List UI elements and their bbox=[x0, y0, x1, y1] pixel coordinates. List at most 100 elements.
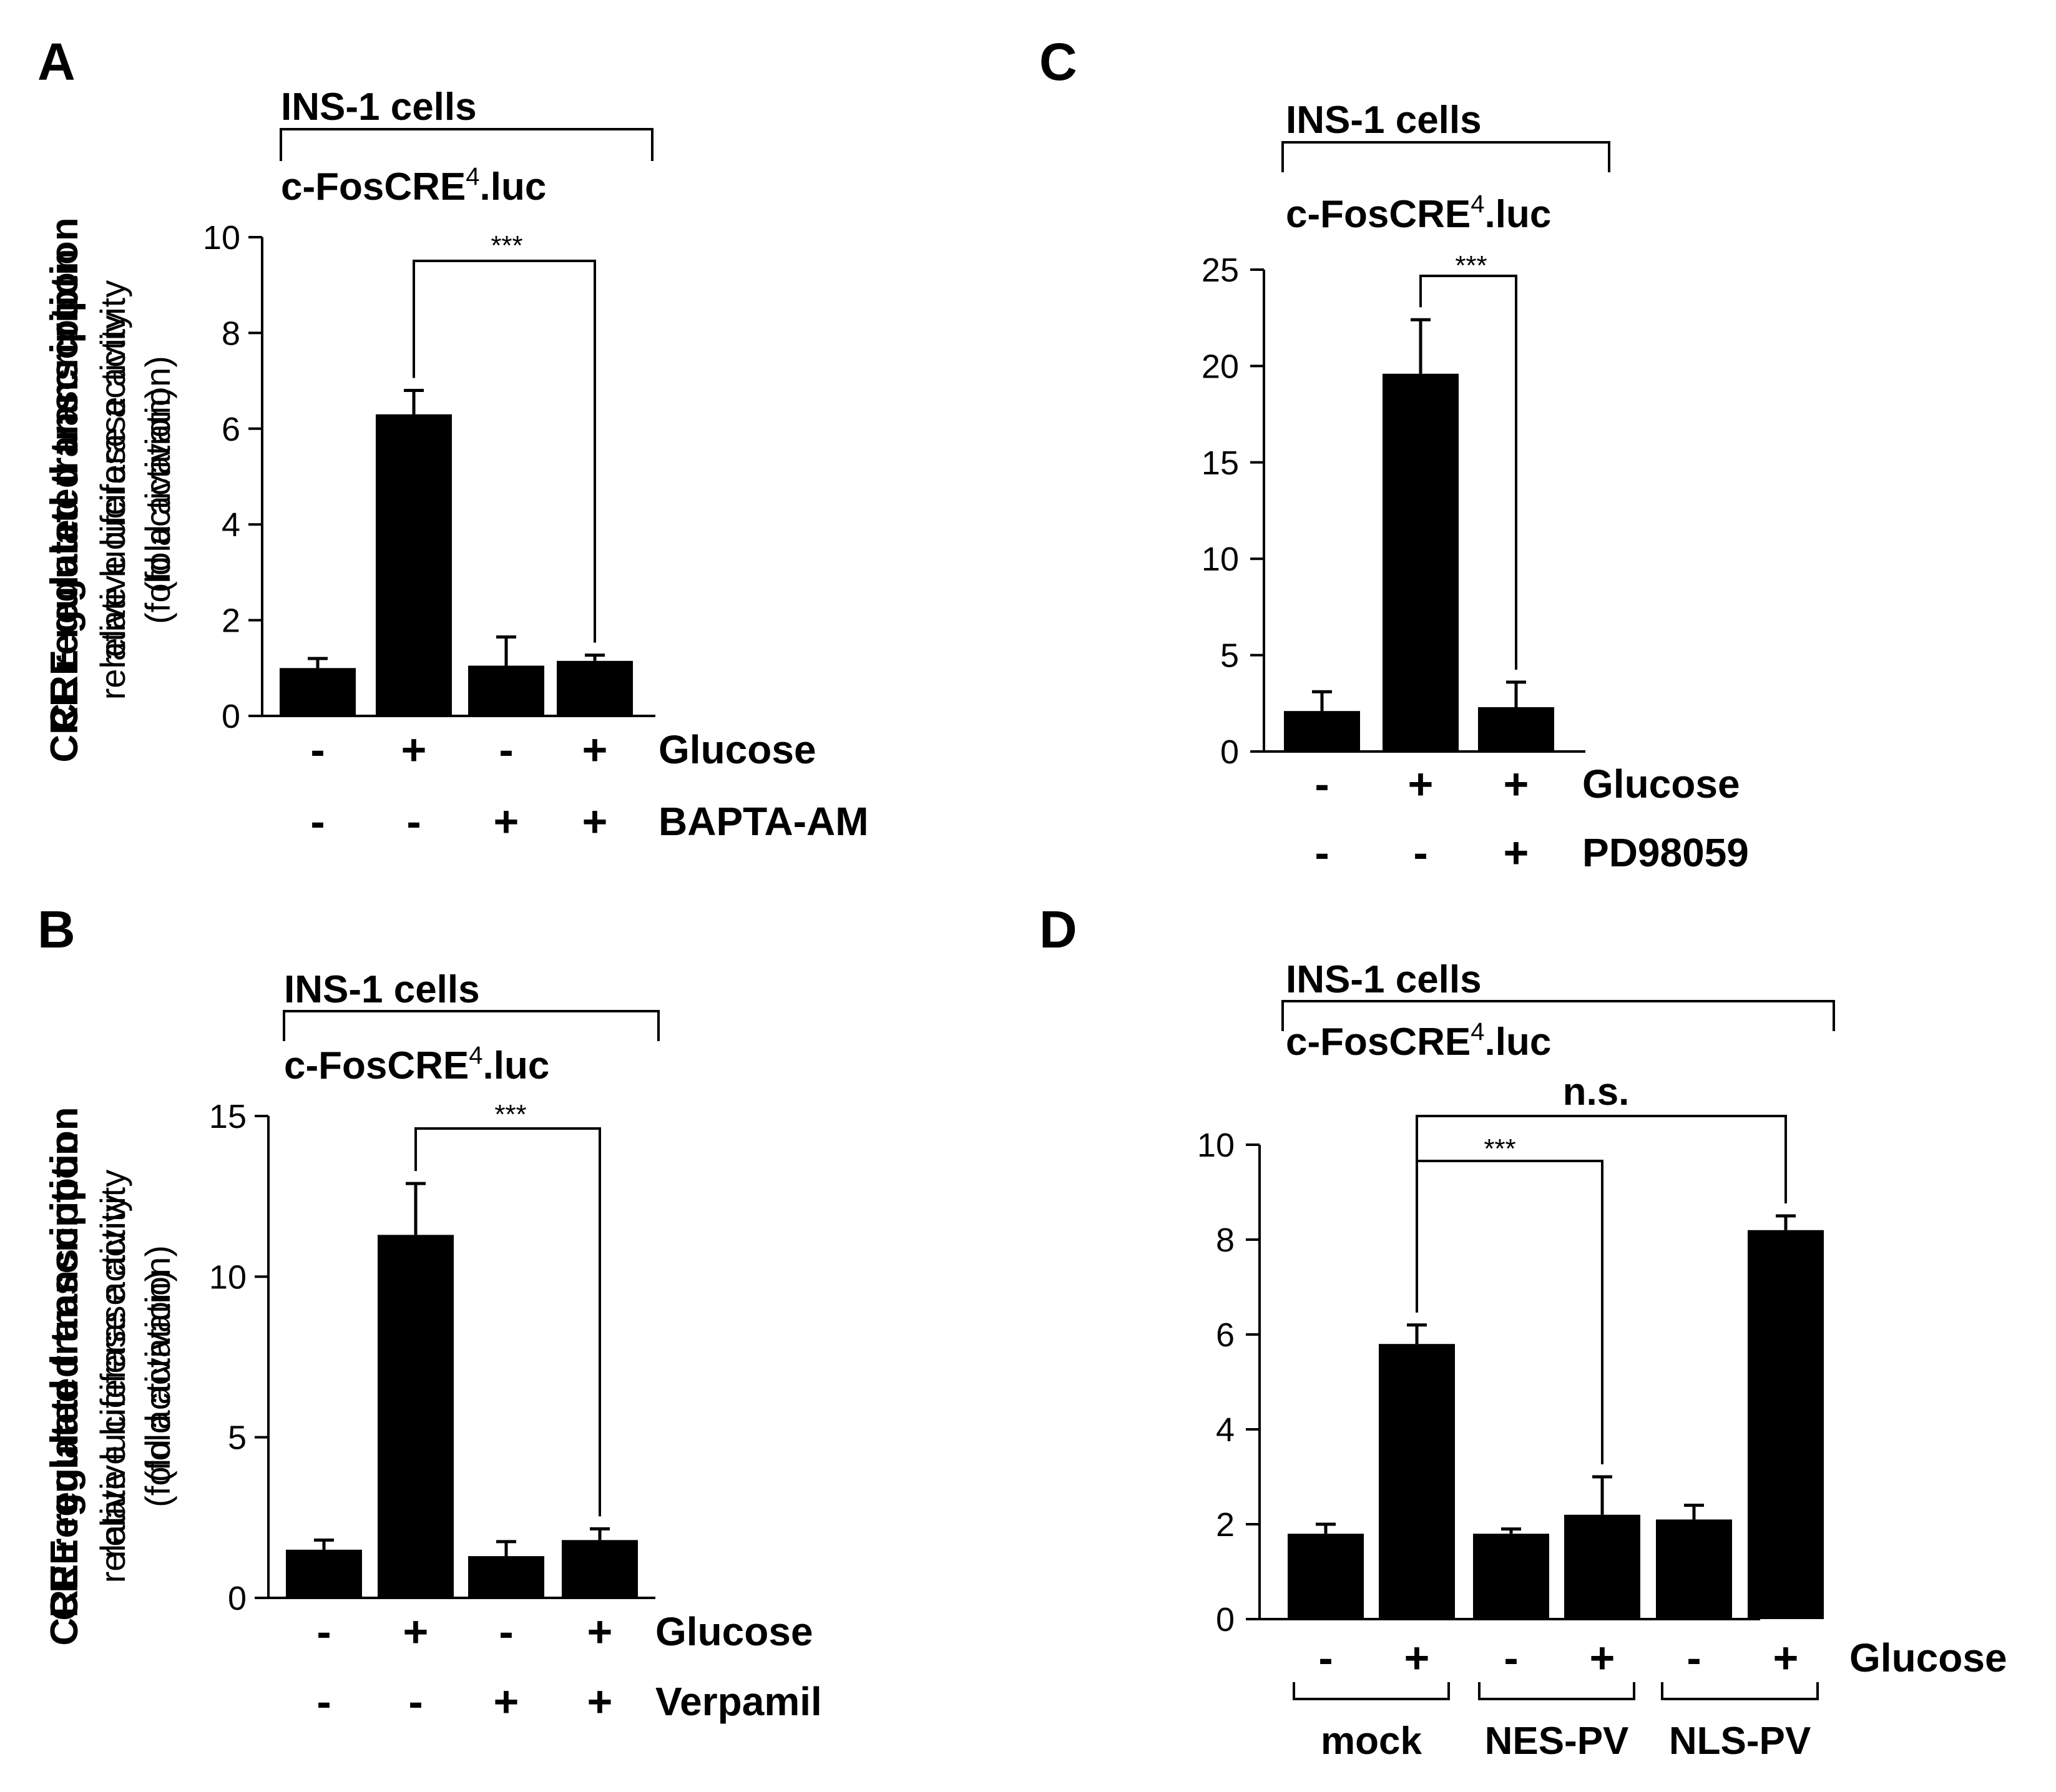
bar bbox=[1656, 1519, 1732, 1619]
bar bbox=[1383, 373, 1459, 752]
reporter-suffix: .luc bbox=[1485, 1021, 1552, 1064]
condition-label: Glucose bbox=[655, 1609, 813, 1654]
condition-label: PD98059 bbox=[1582, 830, 1749, 875]
bar bbox=[378, 1235, 454, 1598]
panel-letter: B bbox=[37, 900, 76, 959]
bar bbox=[280, 668, 356, 716]
plus-sign: + bbox=[1504, 760, 1529, 808]
panel-b: B INS-1 cells c-FosCRE4.luc 0 5 10 15 CRE regul… bbox=[37, 900, 822, 1726]
plus-sign: + bbox=[403, 1607, 429, 1656]
reporter-name: c-FosCRE bbox=[284, 1044, 469, 1087]
y-axis-subtitle: relative luciferase activity bbox=[93, 1170, 132, 1558]
condition-label: Verpamil bbox=[655, 1679, 822, 1724]
significance-label: *** bbox=[491, 230, 522, 261]
significance-bracket bbox=[1419, 275, 1517, 670]
plus-sign: + bbox=[494, 797, 519, 846]
plus-sign: + bbox=[494, 1677, 519, 1726]
reporter-suffix: .luc bbox=[480, 165, 547, 208]
bar bbox=[468, 665, 544, 716]
bar bbox=[286, 1549, 362, 1598]
minus-sign: - bbox=[1686, 1633, 1701, 1682]
y-axis-units: (fold activation) bbox=[138, 387, 177, 624]
bar bbox=[1288, 1534, 1364, 1619]
y-tick-label: 4 bbox=[222, 506, 240, 544]
minus-sign: - bbox=[310, 725, 325, 774]
bar bbox=[1473, 1534, 1549, 1619]
plus-sign: + bbox=[587, 1607, 613, 1656]
reporter-label: c-FosCRE4.luc bbox=[281, 163, 546, 208]
y-tick-label: 0 bbox=[1220, 733, 1239, 771]
condition-label: Glucose bbox=[1582, 761, 1740, 806]
cell-line-bracket bbox=[283, 1010, 660, 1041]
minus-sign: - bbox=[1314, 828, 1329, 877]
y-axis-labels: CRE regulated transcription relative luci… bbox=[43, 1132, 177, 1645]
group-bracket bbox=[1661, 1682, 1819, 1700]
significance-bracket bbox=[414, 1127, 601, 1517]
y-tick-label: 5 bbox=[1220, 637, 1239, 675]
cell-line-label: INS-1 cells bbox=[284, 968, 480, 1011]
plus-sign: + bbox=[1590, 1633, 1615, 1682]
bar bbox=[1478, 707, 1554, 752]
plus-sign: + bbox=[401, 725, 427, 774]
reporter-name: c-FosCRE bbox=[1286, 193, 1471, 236]
y-tick-label: 15 bbox=[1202, 444, 1239, 482]
y-tick-label: 8 bbox=[1216, 1222, 1235, 1259]
bar bbox=[376, 414, 452, 716]
minus-sign: - bbox=[499, 725, 513, 774]
bar bbox=[1379, 1344, 1455, 1619]
y-tick-label: 0 bbox=[1216, 1601, 1235, 1638]
reporter-suffix: .luc bbox=[483, 1044, 550, 1087]
plus-sign: + bbox=[1408, 760, 1434, 808]
panel-letter: A bbox=[37, 32, 76, 91]
group-label: NLS-PV bbox=[1669, 1720, 1811, 1763]
plus-sign: + bbox=[582, 797, 608, 846]
y-tick-label: 0 bbox=[222, 698, 240, 735]
significance-label: *** bbox=[494, 1099, 526, 1130]
reporter-superscript: 4 bbox=[1471, 190, 1484, 218]
reporter-superscript: 4 bbox=[1471, 1018, 1484, 1045]
y-axis-subtitle: relative luciferase activity bbox=[93, 311, 132, 700]
minus-sign: - bbox=[1314, 760, 1329, 808]
y-tick-label: 20 bbox=[1202, 348, 1239, 385]
condition-label: Glucose bbox=[1849, 1635, 2007, 1680]
plus-sign: + bbox=[1773, 1633, 1799, 1682]
minus-sign: - bbox=[1318, 1633, 1333, 1682]
y-tick-label: 5 bbox=[228, 1419, 247, 1457]
reporter-label: c-FosCRE4.luc bbox=[284, 1042, 549, 1087]
y-axis-labels: CRE regulated transcription relative luci… bbox=[43, 1107, 177, 1620]
y-tick-label: 2 bbox=[1216, 1506, 1235, 1544]
y-axis-title: CRE regulated transcription bbox=[43, 1107, 86, 1620]
bar bbox=[557, 660, 633, 716]
cell-line-bracket bbox=[1281, 141, 1610, 172]
group-bracket bbox=[1478, 1682, 1635, 1700]
bar bbox=[1564, 1514, 1640, 1619]
minus-sign: - bbox=[499, 1607, 513, 1656]
cell-line-label: INS-1 cells bbox=[281, 86, 477, 129]
y-axis-labels: CRE regulated transcription relative luci… bbox=[43, 217, 177, 731]
y-axis-labels: CRE regulated transcription relative luci… bbox=[43, 248, 177, 762]
minus-sign: - bbox=[408, 1677, 423, 1726]
y-tick-label: 4 bbox=[1216, 1411, 1235, 1449]
bar bbox=[1748, 1230, 1824, 1619]
y-axis-title: CRE regulated transcription bbox=[43, 1132, 86, 1645]
reporter-name: c-FosCRE bbox=[281, 165, 466, 208]
bar bbox=[468, 1556, 544, 1598]
reporter-suffix: .luc bbox=[1485, 193, 1552, 236]
y-tick-label: 6 bbox=[222, 411, 240, 448]
minus-sign: - bbox=[310, 797, 325, 846]
panel-letter: D bbox=[1039, 900, 1077, 959]
y-axis-units: (fold activation) bbox=[138, 356, 177, 593]
cell-line-bracket bbox=[280, 128, 654, 161]
bar bbox=[1284, 711, 1360, 752]
y-axis-title: CRE regulated transcription bbox=[43, 248, 86, 762]
plus-sign: + bbox=[1404, 1633, 1430, 1682]
y-tick-label: 2 bbox=[222, 602, 240, 640]
significance-label: *** bbox=[1455, 250, 1487, 281]
y-tick-label: 10 bbox=[209, 1258, 247, 1296]
y-axis-subtitle: relative luciferase activity bbox=[93, 280, 132, 668]
significance-label: n.s. bbox=[1563, 1070, 1630, 1114]
